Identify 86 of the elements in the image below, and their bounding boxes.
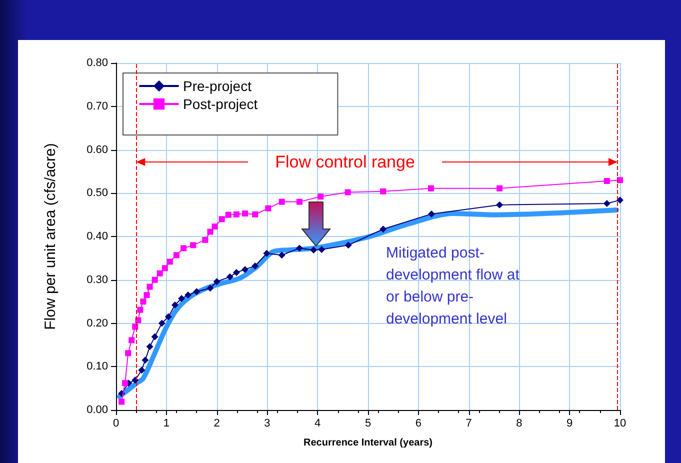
y-tick-label: 0.10 bbox=[86, 360, 108, 373]
point bbox=[178, 295, 186, 302]
point bbox=[252, 211, 258, 218]
y-tick-label: 0.60 bbox=[86, 144, 108, 156]
point bbox=[164, 313, 172, 320]
point bbox=[173, 252, 180, 258]
y-axis-title: Flow per unit area (cfs/acre) bbox=[42, 143, 59, 330]
x-tick-label: 6 bbox=[415, 418, 422, 430]
point bbox=[156, 270, 163, 276]
annotation: Mitigated post- development flow at or below pre- development level bbox=[386, 244, 520, 328]
point bbox=[218, 216, 225, 222]
point bbox=[265, 205, 272, 212]
point bbox=[125, 350, 132, 356]
point bbox=[496, 185, 503, 192]
point bbox=[138, 366, 146, 374]
point bbox=[158, 320, 166, 327]
y-tick-label: 0.00 bbox=[86, 404, 108, 416]
point bbox=[603, 200, 610, 208]
y-tick-label: 0.80 bbox=[86, 57, 108, 69]
point bbox=[162, 265, 168, 272]
point bbox=[226, 273, 234, 280]
point bbox=[344, 242, 352, 249]
x-tick-label: 5 bbox=[364, 418, 372, 430]
x-tick-label: 10 bbox=[614, 418, 626, 430]
legend-label: Post-project bbox=[183, 96, 258, 112]
point bbox=[380, 226, 387, 233]
point bbox=[380, 188, 386, 194]
y-tick-label: 0.30 bbox=[86, 274, 108, 286]
point bbox=[604, 178, 610, 184]
y-tick-label: 0.20 bbox=[86, 317, 108, 330]
legend-label: Pre-project bbox=[183, 78, 252, 94]
point bbox=[496, 201, 504, 208]
point bbox=[137, 306, 144, 313]
x-tick-label: 9 bbox=[566, 418, 573, 430]
point bbox=[166, 258, 173, 265]
point bbox=[278, 198, 285, 205]
point bbox=[252, 262, 259, 270]
point bbox=[142, 356, 149, 364]
point bbox=[180, 245, 187, 252]
x-axis-title: Recurrence Interval (years) bbox=[304, 438, 432, 448]
point bbox=[132, 376, 139, 384]
point bbox=[140, 298, 146, 305]
point bbox=[146, 284, 153, 290]
x-tick-label: 1 bbox=[163, 418, 170, 430]
x-tick-label: 8 bbox=[516, 418, 522, 430]
point bbox=[118, 398, 125, 405]
x-tick-label: 7 bbox=[466, 418, 472, 430]
point bbox=[428, 210, 436, 218]
point bbox=[190, 242, 196, 248]
point bbox=[122, 380, 128, 386]
point bbox=[296, 198, 302, 205]
y-tick-label: 0.40 bbox=[86, 230, 108, 242]
point bbox=[242, 266, 249, 273]
point bbox=[128, 337, 135, 344]
point bbox=[206, 284, 214, 292]
point bbox=[171, 302, 178, 309]
point bbox=[202, 236, 208, 243]
x-tick-label: 0 bbox=[112, 418, 120, 430]
point bbox=[318, 246, 326, 254]
point bbox=[146, 343, 154, 350]
point bbox=[310, 246, 318, 254]
point bbox=[318, 194, 324, 200]
point bbox=[225, 212, 232, 218]
point bbox=[144, 292, 150, 298]
point bbox=[152, 276, 158, 283]
annotation: Flow control range bbox=[275, 152, 415, 172]
point bbox=[151, 333, 158, 340]
point bbox=[184, 292, 192, 299]
x-tick-label: 3 bbox=[264, 418, 270, 430]
point bbox=[428, 185, 434, 192]
point bbox=[616, 196, 624, 204]
point bbox=[207, 228, 214, 235]
point bbox=[213, 278, 220, 286]
point bbox=[263, 250, 270, 257]
point bbox=[232, 269, 240, 276]
point bbox=[242, 210, 248, 217]
point bbox=[193, 288, 200, 296]
y-tick-label: 0.70 bbox=[86, 100, 108, 112]
point bbox=[344, 189, 351, 196]
y-tick-label: 0.50 bbox=[86, 187, 108, 200]
x-tick-label: 2 bbox=[214, 418, 220, 430]
x-tick-label: 4 bbox=[314, 418, 321, 430]
point bbox=[278, 252, 286, 259]
point bbox=[212, 224, 218, 230]
point bbox=[296, 244, 303, 252]
point bbox=[233, 211, 240, 218]
